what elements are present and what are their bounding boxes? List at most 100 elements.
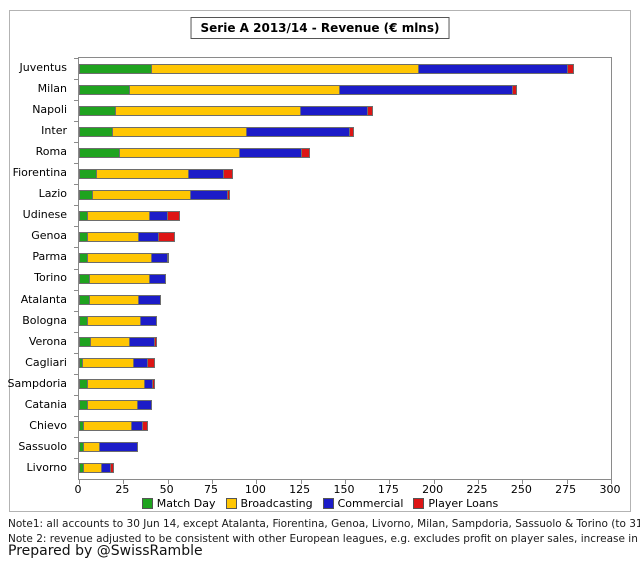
prepared-by-credit: Prepared by @SwissRamble [8,543,203,559]
bar-segment-player-loans [302,147,310,158]
stacked-bar [79,295,161,306]
bar-row [79,121,611,142]
x-axis-tick-label: 75 [204,483,218,496]
bar-segment-commercial [151,252,168,263]
y-axis-tick [74,415,78,417]
x-axis-tick-label: 0 [74,483,82,496]
bar-row [79,374,611,395]
stacked-bar [79,400,152,411]
bar-segment-match-day [79,84,131,95]
bar-segment-commercial [100,442,138,453]
bar-segment-broadcasting [93,189,191,200]
y-axis-tick [74,289,78,291]
y-axis-tick [74,184,78,186]
legend-label: Broadcasting [240,497,313,510]
x-axis-labels: 0 25 50 75 100 125 150 175 200 225 250 275 300 [74,483,621,497]
legend-label: Player Loans [428,497,499,510]
legend-label: Match Day [156,497,216,510]
bar-segment-broadcasting [87,316,142,327]
legend-swatch-icon [141,498,153,509]
stacked-bar [79,105,374,116]
bar-row [79,247,611,268]
stacked-bar [79,210,181,221]
y-axis-tick [74,100,78,102]
bar-segment-match-day [79,379,88,390]
x-axis-tick-label: 225 [466,483,488,496]
bar-row [79,332,611,353]
bar-segment-match-day [79,463,85,474]
legend-item-match-day: Match Day [141,497,216,510]
bar-row [79,290,611,311]
y-axis-label: Chievo [29,418,67,432]
bar-row [79,100,611,121]
bar-segment-match-day [79,252,88,263]
x-axis-tick-label: 100 [244,483,266,496]
bar-segment-match-day [79,358,83,369]
legend-swatch-icon [225,498,237,509]
x-axis-tick-label: 25 [115,483,130,496]
stacked-bar [79,316,157,327]
chart-title: Serie A 2013/14 - Revenue (€ mlns) [190,17,450,39]
x-axis-tick-label: 250 [510,483,532,496]
bar-segment-player-loans [142,421,149,432]
x-axis-tick [123,480,125,484]
y-axis-tick [74,436,78,438]
bar-segment-player-loans [227,189,230,200]
bar-segment-player-loans [368,105,374,116]
bar-segment-player-loans [568,63,574,74]
y-axis-tick [74,205,78,207]
bar-segment-broadcasting [89,273,150,284]
bar-segment-match-day [79,316,88,327]
y-axis-tick [74,352,78,354]
stacked-bar [79,337,157,348]
bar-row [79,226,611,247]
y-axis-label: Cagliari [25,355,67,369]
x-axis-tick [256,480,258,484]
bar-segment-commercial [247,126,351,137]
legend-swatch-icon [413,498,425,509]
x-axis-tick [389,480,391,484]
bar-segment-broadcasting [87,379,145,390]
x-axis-tick [300,480,302,484]
bar-segment-player-loans [110,463,115,474]
bar-segment-player-loans [153,379,156,390]
y-axis-tick [74,79,78,81]
bar-row [79,353,611,374]
bar-segment-commercial [240,147,303,158]
bar-segment-broadcasting [84,442,101,453]
bar-segment-commercial [102,463,111,474]
bar-row [79,205,611,226]
x-axis-tick [167,480,169,484]
bar-segment-commercial [144,379,154,390]
x-axis-tick [522,480,524,484]
bar-segment-commercial [139,295,161,306]
bar-segment-commercial [188,168,225,179]
bar-segment-match-day [79,210,88,221]
y-axis-tick [74,268,78,270]
bar-segment-player-loans [155,337,157,348]
x-axis-tick [478,480,479,484]
bar-segment-match-day [79,63,152,74]
bar-segment-broadcasting [87,231,140,242]
bar-row [79,184,611,205]
y-axis-label: Sassuolo [18,439,67,453]
bar-segment-commercial [419,63,569,74]
bar-row [79,311,611,332]
stacked-bar [79,358,156,369]
y-axis-tick [74,394,78,396]
bar-segment-player-loans [513,84,517,95]
bar-segment-broadcasting [112,126,248,137]
stacked-bar [79,463,115,474]
y-axis-tick [74,142,78,144]
bar-segment-player-loans [148,358,156,369]
y-axis-label: Lazio [38,187,67,201]
legend-swatch-icon [322,498,334,509]
stacked-bar [79,379,156,390]
x-axis-tick-label: 200 [422,483,444,496]
bar-segment-broadcasting [87,252,152,263]
bar-rows [79,58,611,479]
y-axis-tick [74,163,78,165]
x-axis-tick [212,480,213,484]
x-axis-tick-label: 150 [333,483,355,496]
